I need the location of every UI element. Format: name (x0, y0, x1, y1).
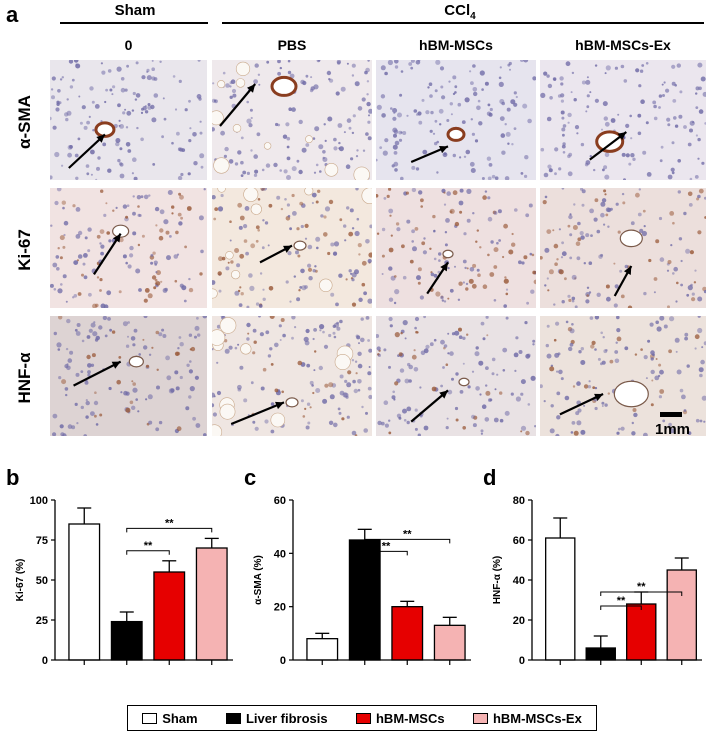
y-tick-label-d-1: 20 (513, 615, 525, 627)
sig-label-c-1: ** (403, 528, 412, 540)
group-header-sham: Sham (114, 2, 156, 19)
sig-bracket-b-1 (126, 527, 213, 533)
histology-image-ki-67-pbs (212, 188, 372, 308)
legend-item-sham: Sham (142, 710, 198, 726)
bar-c-hbm-mscs-ex (433, 624, 466, 661)
y-axis-label-c: α-SMA (%) (253, 555, 264, 605)
histology-image-hnf-a-hbm-mscs-ex (540, 316, 706, 436)
legend-label-hbm-mscs-ex: hBM-MSCs-Ex (492, 710, 582, 726)
bar-d-liver-fibrosis (585, 647, 616, 661)
legend-label-liver-fibrosis: Liver fibrosis (245, 710, 328, 726)
histology-image-a-sma-sham (50, 60, 207, 180)
bar-b-hbm-mscs-ex (195, 547, 228, 661)
sig-bracket-c-1 (364, 538, 451, 544)
sig-label-b-1: ** (165, 517, 174, 529)
y-tick-label-b-1: 25 (36, 615, 48, 627)
column-header-hbm-mscs-ex: hBM-MSCs-Ex (575, 37, 671, 53)
legend-swatch-hbm-mscs-ex (472, 712, 488, 724)
histology-image-ki-67-sham (50, 188, 207, 308)
scale-bar (660, 412, 682, 417)
bar-b-sham (68, 523, 101, 661)
histology-image-a-sma-pbs (212, 60, 372, 180)
group-underline-ccl4 (222, 22, 704, 24)
y-tick-label-c-0: 0 (280, 655, 286, 667)
column-header-hbm-mscs: hBM-MSCs (419, 37, 493, 53)
histology-image-a-sma-hbm-mscs (376, 60, 536, 180)
panel-b-letter: b (6, 465, 20, 490)
bar-b-liver-fibrosis (110, 620, 143, 661)
sig-bracket-d-0 (600, 605, 642, 610)
y-tick-label-b-2: 50 (36, 575, 48, 587)
legend-item-hbm-mscs: hBM-MSCs (355, 710, 445, 726)
panel-a-letter: a (6, 2, 19, 27)
bar-d-hbm-mscs-ex (666, 569, 697, 661)
histology-image-hnf-a-hbm-mscs (376, 316, 536, 436)
legend-item-hbm-mscs-ex: hBM-MSCs-Ex (472, 710, 582, 726)
y-tick-label-d-4: 80 (513, 495, 525, 507)
row-label-a-sma: α-SMA (15, 95, 34, 149)
y-tick-label-c-3: 60 (274, 495, 286, 507)
bar-d-hbm-mscs (626, 603, 657, 661)
y-tick-label-b-3: 75 (36, 535, 48, 547)
bar-c-liver-fibrosis (348, 539, 381, 661)
panel-d-letter: d (483, 465, 497, 490)
y-tick-label-d-2: 40 (513, 575, 525, 587)
histology-image-hnf-a-pbs (212, 316, 372, 436)
bar-b-hbm-mscs (153, 571, 186, 661)
sig-label-d-1: ** (637, 581, 646, 593)
chart-legend: Sham Liver fibrosis hBM-MSCs hBM-MSCs-Ex (127, 705, 597, 731)
scale-bar-label: 1mm (655, 421, 691, 438)
sig-label-c-0: ** (382, 540, 391, 552)
group-underline-sham (60, 22, 208, 24)
histology-image-a-sma-hbm-mscs-ex (540, 60, 706, 180)
legend-swatch-liver-fibrosis (225, 712, 241, 724)
y-axis-label-d: HNF-α (%) (492, 556, 503, 604)
panel-c-letter: c (244, 465, 257, 490)
column-header-0: 0 (124, 37, 133, 53)
sig-label-b-0: ** (144, 540, 153, 552)
y-tick-label-c-1: 20 (274, 602, 286, 614)
y-tick-label-d-3: 60 (513, 535, 525, 547)
histology-image-ki-67-hbm-mscs-ex (540, 188, 706, 308)
sig-bracket-c-0 (364, 550, 408, 556)
sig-bracket-d-1 (600, 591, 683, 596)
bar-c-sham (306, 638, 339, 661)
histology-image-ki-67-hbm-mscs (376, 188, 536, 308)
legend-swatch-hbm-mscs (355, 712, 371, 724)
chart-hnf-a: 0 20 40 60 80 HNF-α (%) ** ** (487, 470, 707, 695)
histology-image-hnf-a-sham (50, 316, 207, 436)
legend-item-liver-fibrosis: Liver fibrosis (225, 710, 328, 726)
bar-c-hbm-mscs (391, 606, 424, 661)
bar-d-sham (545, 537, 576, 661)
chart-a-sma: 0 20 40 60 α-SMA (%) ** ** (248, 470, 476, 695)
y-axis-label-b: Ki-67 (%) (15, 559, 26, 602)
group-header-ccl4: CCl4 (444, 2, 476, 22)
sig-label-d-0: ** (617, 595, 626, 607)
column-header-pbs: PBS (277, 37, 307, 53)
legend-label-sham: Sham (162, 710, 198, 726)
legend-label-hbm-mscs: hBM-MSCs (375, 710, 445, 726)
row-label-ki-67: Ki-67 (15, 229, 34, 271)
chart-ki-67: 0 25 50 75 100 Ki-67 (%) ** ** (10, 470, 238, 695)
sig-bracket-b-0 (126, 550, 170, 555)
y-tick-label-b-0: 0 (42, 655, 48, 667)
y-tick-label-d-0: 0 (519, 655, 525, 667)
y-tick-label-b-4: 100 (30, 495, 48, 507)
legend-swatch-sham (142, 712, 158, 724)
row-label-hnf-a: HNF-α (15, 352, 34, 404)
y-tick-label-c-2: 40 (274, 548, 286, 560)
